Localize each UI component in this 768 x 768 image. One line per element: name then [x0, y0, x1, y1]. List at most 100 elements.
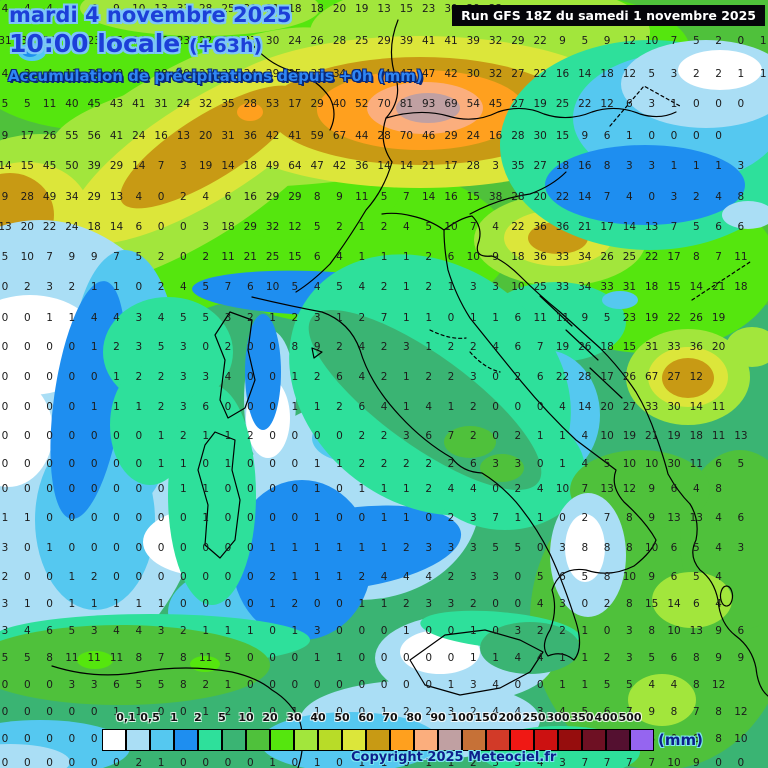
- grid-value: 19: [533, 98, 547, 110]
- grid-value: 0: [1, 757, 9, 768]
- grid-value: 4: [425, 571, 433, 583]
- grid-value: 5: [202, 281, 210, 293]
- grid-value: 13: [109, 191, 124, 203]
- grid-value: 20: [332, 3, 347, 15]
- grid-value: 3: [492, 160, 499, 172]
- grid-value: 2: [380, 458, 388, 470]
- grid-value: 21: [265, 3, 280, 15]
- grid-value: 7: [46, 251, 53, 263]
- grid-value: 1: [670, 160, 678, 172]
- grid-value: 16: [243, 191, 257, 203]
- grid-value: 0: [224, 542, 232, 554]
- grid-value: 0: [737, 35, 745, 47]
- grid-value: 29: [265, 191, 280, 203]
- grid-value: 3: [648, 160, 656, 172]
- grid-value: 2: [603, 598, 611, 610]
- grid-value: 25: [555, 98, 570, 110]
- grid-value: 1: [559, 458, 566, 470]
- grid-value: 13: [689, 625, 703, 637]
- grid-value: 0: [202, 598, 210, 610]
- grid-value: 0: [358, 625, 366, 637]
- grid-value: 3: [492, 458, 499, 470]
- grid-value: 0: [23, 458, 31, 470]
- model-run-banner: Run GFS 18Z du samedi 1 novembre 2025: [452, 5, 765, 26]
- grid-value: 1: [157, 757, 165, 768]
- grid-value: 0: [113, 542, 120, 554]
- grid-value: 4: [581, 458, 589, 470]
- grid-value: 14: [109, 221, 124, 233]
- grid-value: 1: [224, 458, 232, 470]
- grid-value: 8: [648, 625, 656, 637]
- legend-tick-label: 150: [474, 711, 498, 724]
- grid-value: 14: [221, 160, 235, 172]
- grid-value: 20: [600, 401, 614, 413]
- grid-value: 0: [46, 679, 53, 691]
- grid-value: 8: [581, 542, 589, 554]
- grid-value: 10: [265, 281, 280, 293]
- grid-value: 0: [246, 371, 254, 383]
- grid-value: 2: [715, 35, 722, 47]
- grid-value: 4: [492, 679, 499, 691]
- grid-value: 1: [536, 430, 544, 442]
- legend-swatch: [486, 729, 510, 751]
- grid-value: 36: [555, 221, 570, 233]
- grid-value: 3: [492, 757, 499, 768]
- grid-value: 0: [291, 679, 299, 691]
- grid-value: 5: [157, 341, 165, 353]
- grid-value: 18: [600, 68, 614, 80]
- grid-value: 0: [224, 401, 232, 413]
- legend-swatch: [582, 729, 606, 751]
- grid-value: 4: [46, 68, 53, 80]
- grid-value: 1: [403, 312, 410, 324]
- grid-value: 1: [224, 430, 232, 442]
- legend-swatch: [318, 729, 342, 751]
- grid-value: 14: [132, 160, 146, 172]
- grid-value: 6: [670, 542, 678, 554]
- grid-value: 0: [224, 512, 232, 524]
- grid-value: 0: [135, 458, 143, 470]
- legend-tick-label: 10: [238, 711, 254, 724]
- grid-value: 5: [692, 542, 700, 554]
- grid-value: 1: [224, 625, 232, 637]
- grid-value: 1: [1, 512, 9, 524]
- grid-value: 1: [23, 512, 31, 524]
- grid-value: 2: [202, 251, 210, 263]
- grid-value: 0: [1, 430, 9, 442]
- forecast-offset-label: (+63h): [188, 35, 263, 57]
- grid-value: 0: [514, 679, 522, 691]
- grid-value: 0: [403, 652, 410, 664]
- grid-value: 0: [492, 371, 499, 383]
- grid-value: 0: [269, 706, 276, 718]
- grid-value: 3: [469, 371, 477, 383]
- grid-value: 12: [622, 68, 637, 80]
- grid-value: 20: [199, 130, 213, 142]
- grid-value: 0: [135, 430, 143, 442]
- grid-value: 0: [68, 733, 76, 745]
- grid-value: 3: [224, 312, 232, 324]
- grid-value: 0: [291, 483, 299, 495]
- grid-value: 4: [313, 281, 321, 293]
- grid-value: 2: [358, 430, 366, 442]
- grid-value: 36: [42, 35, 57, 47]
- grid-value: 2: [469, 430, 477, 442]
- grid-value: 27: [511, 98, 525, 110]
- grid-value: 1: [336, 312, 343, 324]
- legend-swatch: [198, 729, 222, 751]
- grid-value: 11: [199, 652, 213, 664]
- grid-value: 2: [425, 371, 433, 383]
- grid-value: 0: [403, 757, 410, 768]
- grid-value: 3: [180, 371, 187, 383]
- grid-value: 2: [135, 757, 143, 768]
- grid-value: 0: [224, 757, 232, 768]
- grid-value: 3: [135, 312, 143, 324]
- grid-value: 42: [444, 68, 458, 80]
- grid-value: 2: [246, 312, 254, 324]
- grid-value: 2: [157, 251, 165, 263]
- grid-value: 1: [68, 571, 76, 583]
- grid-value: 1: [336, 652, 343, 664]
- grid-value: 3: [447, 706, 455, 718]
- legend-tick-label: 40: [310, 711, 326, 724]
- grid-value: 5: [648, 68, 656, 80]
- grid-value: 29: [109, 160, 124, 172]
